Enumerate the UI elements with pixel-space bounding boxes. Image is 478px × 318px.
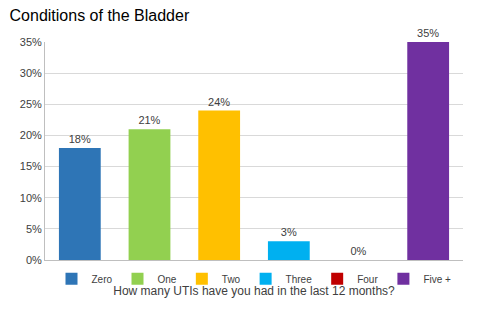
svg-text:10%: 10% (20, 192, 42, 204)
svg-text:Zero: Zero (92, 274, 113, 285)
svg-text:3%: 3% (281, 226, 297, 238)
svg-text:25%: 25% (20, 98, 42, 110)
svg-text:Five +: Five + (423, 274, 451, 285)
svg-text:15%: 15% (20, 160, 42, 172)
svg-text:30%: 30% (20, 67, 42, 79)
svg-text:Conditions of the Bladder: Conditions of the Bladder (10, 7, 190, 24)
svg-text:24%: 24% (208, 96, 230, 108)
svg-text:Four: Four (357, 274, 378, 285)
svg-text:How many UTIs have you had in: How many UTIs have you had in the last 1… (113, 284, 395, 298)
svg-text:21%: 21% (138, 114, 160, 126)
svg-text:5%: 5% (26, 223, 42, 235)
svg-text:35%: 35% (417, 27, 439, 39)
svg-text:0%: 0% (26, 254, 42, 266)
svg-text:0%: 0% (350, 245, 366, 257)
svg-text:20%: 20% (20, 129, 42, 141)
svg-text:One: One (158, 274, 177, 285)
svg-text:18%: 18% (69, 133, 91, 145)
svg-text:Three: Three (286, 274, 313, 285)
svg-text:35%: 35% (20, 36, 42, 48)
svg-text:Two: Two (222, 274, 241, 285)
